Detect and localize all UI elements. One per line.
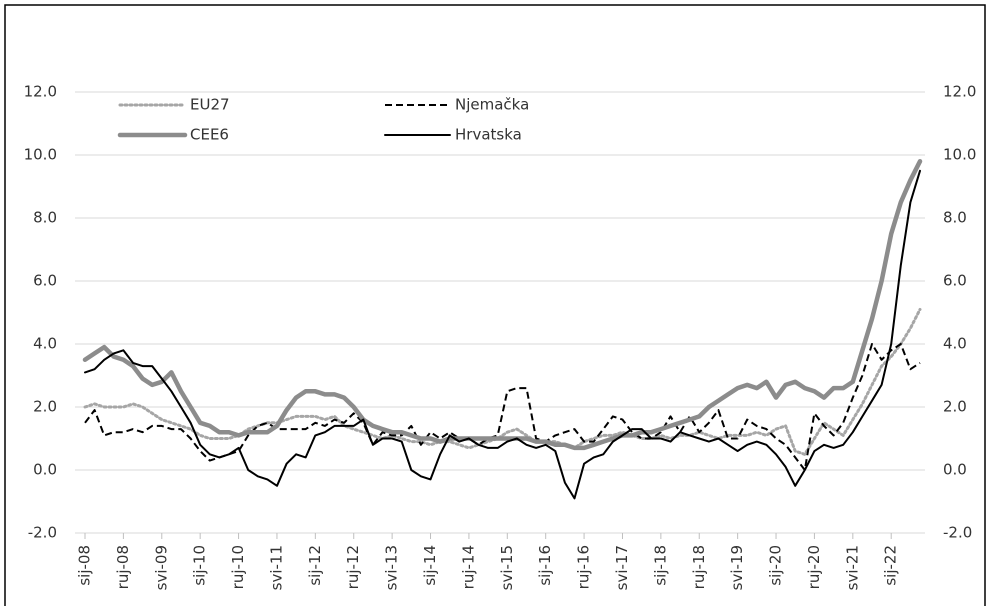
y-tick-label: 2.0	[33, 398, 57, 416]
y2-tick-label: 6.0	[943, 272, 967, 290]
x-tick-label: ruj-14	[459, 545, 477, 589]
x-tick-label: svi-15	[498, 545, 516, 590]
x-tick-label: sij-16	[536, 545, 554, 586]
x-tick-label: svi-09	[152, 545, 170, 590]
legend-item: EU27	[118, 96, 230, 114]
legend-label: EU27	[190, 96, 230, 114]
x-tick-label: sij-12	[306, 545, 324, 586]
y-tick-label: 10.0	[24, 146, 57, 164]
legend-item: Hrvatska	[384, 126, 522, 144]
x-tick-label: sij-22	[882, 545, 900, 586]
y2-tick-label: 0.0	[943, 461, 967, 479]
x-tick-label: ruj-18	[690, 545, 708, 589]
y2-tick-label: 2.0	[943, 398, 967, 416]
legend-item: Njemačka	[385, 96, 529, 114]
series-line	[83, 307, 922, 456]
x-tick-label: ruj-12	[344, 545, 362, 589]
x-tick-label: ruj-08	[114, 545, 132, 589]
y-tick-label: 4.0	[33, 335, 57, 353]
legend-label: Hrvatska	[455, 126, 522, 144]
x-tick-label: sij-14	[421, 545, 439, 586]
x-tick-label: svi-11	[267, 545, 285, 590]
y-tick-label: 12.0	[24, 83, 57, 101]
series-line	[84, 169, 921, 500]
y-tick-label: 0.0	[33, 461, 57, 479]
x-tick-label: sij-20	[767, 545, 785, 586]
y-tick-label: -2.0	[28, 524, 57, 542]
x-tick-label: ruj-10	[229, 545, 247, 589]
legend-label: Njemačka	[455, 96, 529, 114]
x-tick-label: svi-13	[383, 545, 401, 590]
y2-tick-label: 10.0	[943, 146, 976, 164]
legend-label: CEE6	[190, 126, 229, 144]
x-tick-label: sij-08	[76, 545, 94, 586]
x-tick-label: svi-17	[613, 545, 631, 590]
y-tick-label: 8.0	[33, 209, 57, 227]
legend-item: CEE6	[117, 126, 229, 144]
x-tick-label: svi-21	[843, 545, 861, 590]
y2-tick-label: 4.0	[943, 335, 967, 353]
x-tick-label: ruj-16	[575, 545, 593, 589]
y2-tick-label: -2.0	[943, 524, 972, 542]
series-line	[82, 159, 923, 451]
y-tick-label: 6.0	[33, 272, 57, 290]
x-tick-label: svi-19	[728, 545, 746, 590]
chart-frame	[4, 4, 986, 606]
y2-tick-label: 8.0	[943, 209, 967, 227]
x-tick-label: sij-18	[651, 545, 669, 586]
x-tick-label: ruj-20	[805, 545, 823, 589]
y2-tick-label: 12.0	[943, 83, 976, 101]
x-tick-label: sij-10	[191, 545, 209, 586]
